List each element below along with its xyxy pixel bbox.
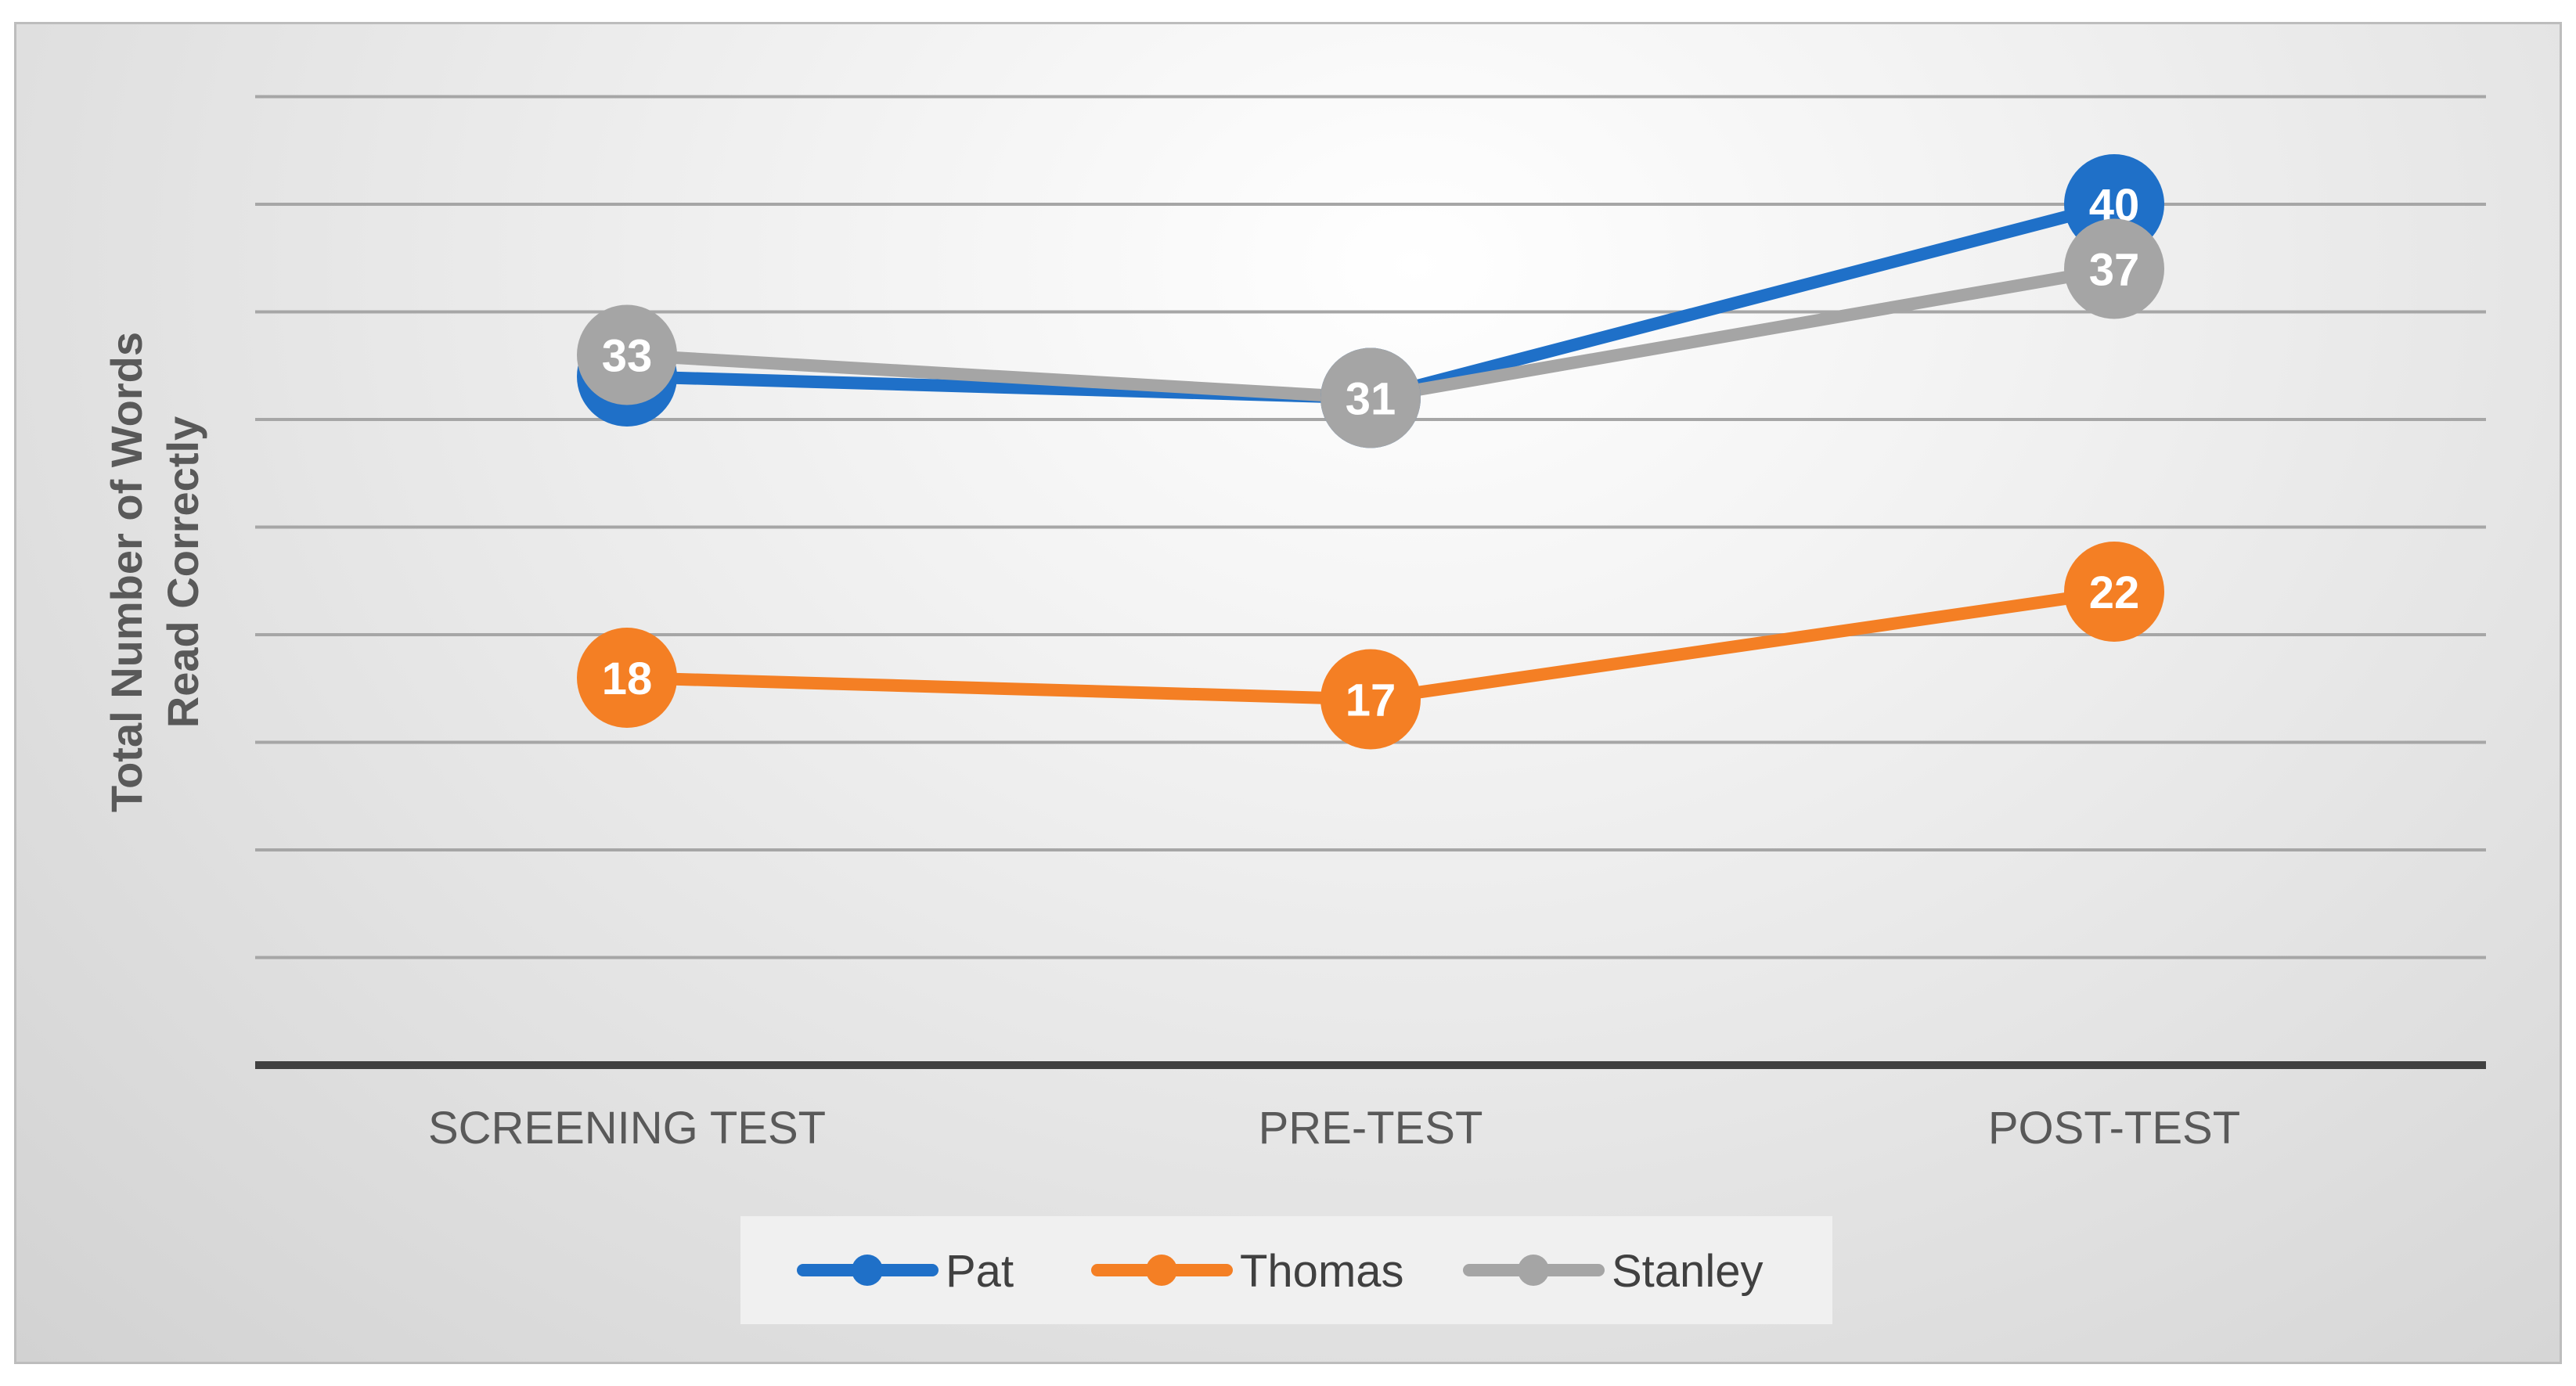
data-point-thomas [1320,649,1421,750]
legend-marker-thomas [1146,1255,1177,1286]
legend-label-thomas: Thomas [1240,1246,1404,1297]
data-point-stanley [2064,218,2164,319]
legend-marker-stanley [1518,1255,1549,1286]
data-label-stanley: 33 [602,331,653,382]
x-tick-label: SCREENING TEST [428,1103,826,1154]
y-axis-title-line: Read Correctly [158,416,207,728]
series-lines [621,198,2120,706]
line-chart: SCREENING TEST PRE-TEST POST-TEST Total Nu… [102,95,2486,1324]
x-axis: SCREENING TEST PRE-TEST POST-TEST [255,1061,2486,1154]
data-point-stanley [1320,347,1421,448]
legend-label-pat: Pat [946,1246,1014,1297]
x-tick-label: PRE-TEST [1259,1103,1483,1154]
data-label-stanley: 37 [2089,245,2140,296]
series-points: 323140181722333137 [577,154,2164,750]
legend: Pat Thomas Stanley [740,1216,1832,1324]
data-label-thomas: 18 [602,653,653,704]
data-label-thomas: 22 [2089,567,2140,618]
data-label-stanley: 31 [1346,374,1396,425]
y-axis-title-line: Total Number of Words [102,332,151,812]
y-axis-label: Total Number of Words Read Correctly [102,332,207,812]
data-label-thomas: 17 [1346,675,1396,726]
y-axis-title: Total Number of Words Read Correctly [102,332,207,812]
legend-marker-pat [852,1255,883,1286]
legend-label-stanley: Stanley [1612,1246,1763,1297]
chart-area: SCREENING TEST PRE-TEST POST-TEST Total Nu… [14,22,2562,1364]
data-point-thomas [577,628,677,728]
x-tick-label: POST-TEST [1988,1103,2240,1154]
data-point-stanley [577,304,677,405]
data-point-thomas [2064,542,2164,642]
